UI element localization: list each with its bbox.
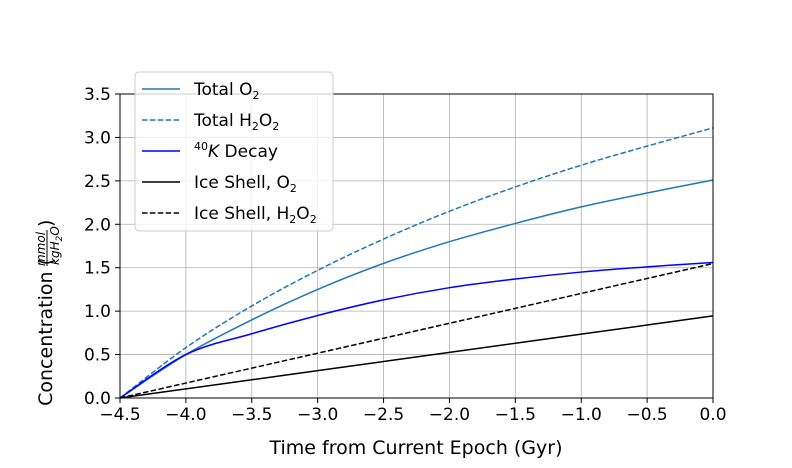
y-tick-label: 2.5 (84, 172, 111, 192)
x-tick-label: 0.0 (699, 405, 726, 425)
y-axis-ticks: 0.0 0.5 1.0 1.5 2.0 2.5 3.0 3.5 (84, 85, 120, 409)
y-tick-label: 1.0 (84, 302, 111, 322)
legend-label-2: Total H2O2 (193, 111, 279, 133)
series-line-5 (119, 262, 714, 399)
x-tick-label: −4.0 (165, 405, 206, 425)
legend: Total O2 Total H2O2 40K Decay Ice Shell, O2… (134, 71, 334, 232)
series-lines (119, 127, 714, 399)
y-tick-label: 2.0 (84, 215, 111, 235)
legend-label-5: Ice Shell, H2O2 (194, 204, 317, 226)
legend-label-3: 40K Decay (194, 140, 278, 162)
x-tick-label: −4.5 (99, 405, 140, 425)
x-tick-label: −3.0 (297, 405, 338, 425)
series-line-3 (119, 261, 714, 399)
y-tick-label: 3.0 (84, 128, 111, 148)
x-tick-label: −1.5 (495, 405, 536, 425)
y-tick-label: 3.5 (84, 85, 111, 105)
x-tick-label: −1.0 (561, 405, 602, 425)
series-line-1 (119, 179, 714, 399)
series-line-4 (119, 315, 714, 399)
x-axis-ticks: −4.5 −4.0 −3.5 −3.0 −2.5 −2.0 −1.5 −1.0 −0.5 0.0 (99, 398, 727, 425)
y-axis-label: Concentration ( mmol kgH2O ) (34, 220, 65, 406)
y-axis-unit-numerator: mmol (34, 231, 48, 266)
plot-frame (119, 93, 714, 399)
x-tick-label: −2.0 (429, 405, 470, 425)
y-axis-label-close: ) (35, 220, 57, 227)
series-line-2 (119, 127, 714, 399)
legend-box (134, 71, 334, 232)
y-tick-label: 0.0 (84, 389, 111, 409)
x-tick-label: −0.5 (626, 405, 667, 425)
x-axis-label: Time from Current Epoch (Gyr) (268, 437, 562, 459)
legend-label-4: Ice Shell, O2 (194, 173, 297, 195)
y-axis-unit-denominator: kgH2O (48, 226, 65, 265)
legend-label-1: Total O2 (193, 80, 260, 102)
y-tick-label: 0.5 (84, 346, 111, 366)
x-tick-label: −2.5 (363, 405, 404, 425)
x-tick-label: −3.5 (231, 405, 272, 425)
y-axis-label-text: Concentration ( (35, 258, 57, 406)
y-tick-label: 1.5 (84, 259, 111, 279)
